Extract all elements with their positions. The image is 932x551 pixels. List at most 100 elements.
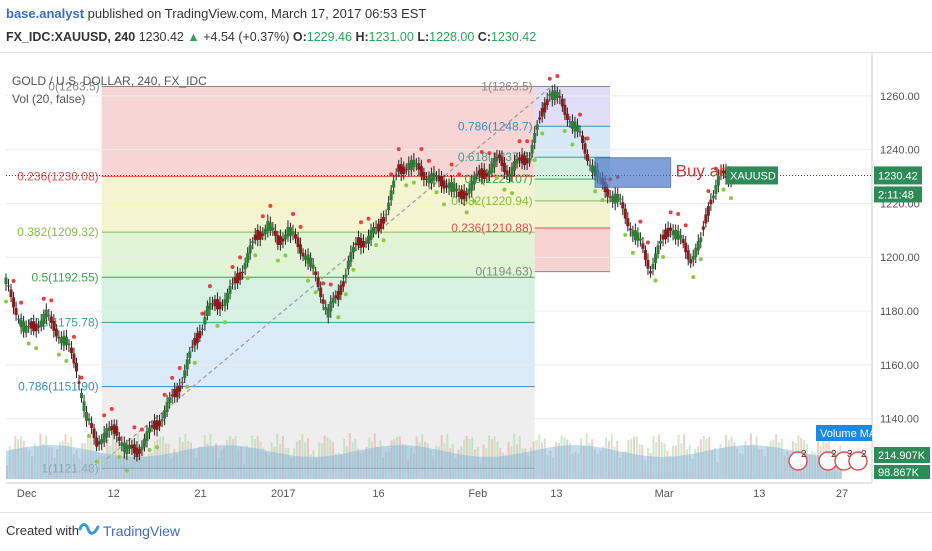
volume-bar: [515, 444, 518, 479]
publish-info: base.analyst published on TradingView.co…: [6, 6, 426, 21]
candle-body: [27, 325, 31, 327]
volume-bar: [293, 448, 296, 479]
volume-bar: [680, 443, 683, 479]
x-tick-label: 13: [753, 488, 765, 500]
time-tag: 2:11:48: [878, 189, 914, 201]
signal-dot: [426, 158, 431, 163]
candle-body: [704, 214, 708, 224]
volume-bar: [189, 442, 192, 479]
signal-dot: [343, 292, 348, 297]
candle-body: [294, 234, 298, 239]
candle-body: [120, 442, 124, 447]
signal-dot: [623, 232, 628, 237]
high-value: 1231.00: [368, 30, 414, 44]
candle-body: [588, 164, 592, 166]
candle-body: [19, 319, 23, 328]
candle-body: [608, 196, 612, 198]
candle-body: [208, 302, 212, 310]
candle-body: [210, 303, 214, 305]
candle-body: [681, 239, 685, 244]
x-tick-label: Mar: [655, 488, 674, 500]
candle-body: [656, 245, 660, 255]
volume-bar: [582, 445, 585, 479]
candle-body: [364, 242, 368, 244]
volume-bar: [446, 434, 449, 479]
candle-body: [472, 175, 476, 185]
chart-area[interactable]: 0(1263.5) 0.236(1230.08) 0.382(1209.32) 0.5…: [0, 52, 932, 513]
tradingview-brand[interactable]: TradingView: [103, 523, 181, 539]
candle-body: [367, 235, 371, 244]
candle-body: [142, 438, 146, 448]
candle-body: [575, 124, 579, 132]
signal-dot: [321, 281, 326, 286]
volume-bar: [571, 453, 574, 479]
volume-bar: [315, 458, 318, 479]
volume-bar: [345, 446, 348, 479]
volume-bar: [150, 452, 153, 479]
volume-bar: [789, 457, 792, 479]
signal-dot: [676, 212, 681, 217]
volume-bar: [153, 441, 156, 479]
candle-body: [42, 313, 46, 324]
volume-bar: [457, 449, 460, 479]
volume-bar: [217, 457, 220, 479]
volume-bar: [97, 452, 100, 479]
volume-bar: [580, 438, 583, 479]
volume-bar: [50, 447, 53, 479]
volume-bar: [198, 446, 201, 479]
up-arrow-icon: ▲: [187, 30, 200, 44]
volume-bar: [538, 434, 541, 479]
volume-bar: [479, 463, 482, 479]
signal-dot: [298, 224, 303, 229]
volume-bar: [471, 436, 474, 479]
signal-dot: [374, 243, 379, 248]
signal-dot: [532, 157, 537, 162]
x-tick-label: Feb: [468, 488, 487, 500]
volume-bar: [84, 443, 87, 479]
volume-bar: [552, 457, 555, 479]
signal-dot: [389, 172, 394, 177]
signal-dot: [577, 112, 582, 117]
volume-bar: [529, 447, 532, 479]
candle-body: [550, 91, 554, 100]
candle-body: [382, 216, 386, 224]
publisher-name[interactable]: base.analyst: [6, 6, 85, 21]
volume-bar: [613, 446, 616, 479]
volume-bar: [440, 434, 443, 479]
candle-body: [324, 306, 328, 311]
candle-body: [301, 252, 305, 257]
signal-dot: [593, 189, 598, 194]
candle-body: [558, 96, 562, 98]
volume-bar: [156, 439, 159, 479]
volume-bar: [393, 439, 396, 479]
price-chart[interactable]: 0(1263.5) 0.236(1230.08) 0.382(1209.32) 0.5…: [0, 53, 932, 513]
candle-body: [231, 283, 235, 285]
volume-ma-box: [816, 425, 872, 441]
fib-label-right: 0.786(1248.7): [458, 119, 533, 133]
candle-body: [248, 245, 252, 254]
volume-bar: [672, 445, 675, 479]
volume-bar: [329, 439, 332, 479]
candle-body: [369, 229, 373, 240]
candle-body: [482, 169, 486, 180]
candle-body: [654, 253, 657, 264]
candle-body: [74, 362, 78, 372]
candle-body: [485, 172, 489, 177]
volume-bar: [518, 436, 521, 479]
signal-dot: [351, 267, 356, 272]
signal-dot: [419, 146, 424, 151]
candle-body: [480, 168, 484, 178]
volume-bar: [209, 433, 212, 479]
candle-body: [555, 92, 559, 99]
volume-bar: [145, 456, 148, 479]
volume-bar: [281, 435, 284, 479]
volume-bar: [649, 452, 652, 479]
tradingview-logo-icon[interactable]: [78, 521, 100, 537]
signal-dot: [411, 180, 416, 185]
candle-body: [638, 238, 642, 241]
candle-body: [399, 164, 403, 175]
candle-body: [155, 420, 159, 430]
close-label: C:: [477, 30, 491, 44]
volume-bar: [577, 453, 580, 479]
signal-dot: [404, 183, 409, 188]
